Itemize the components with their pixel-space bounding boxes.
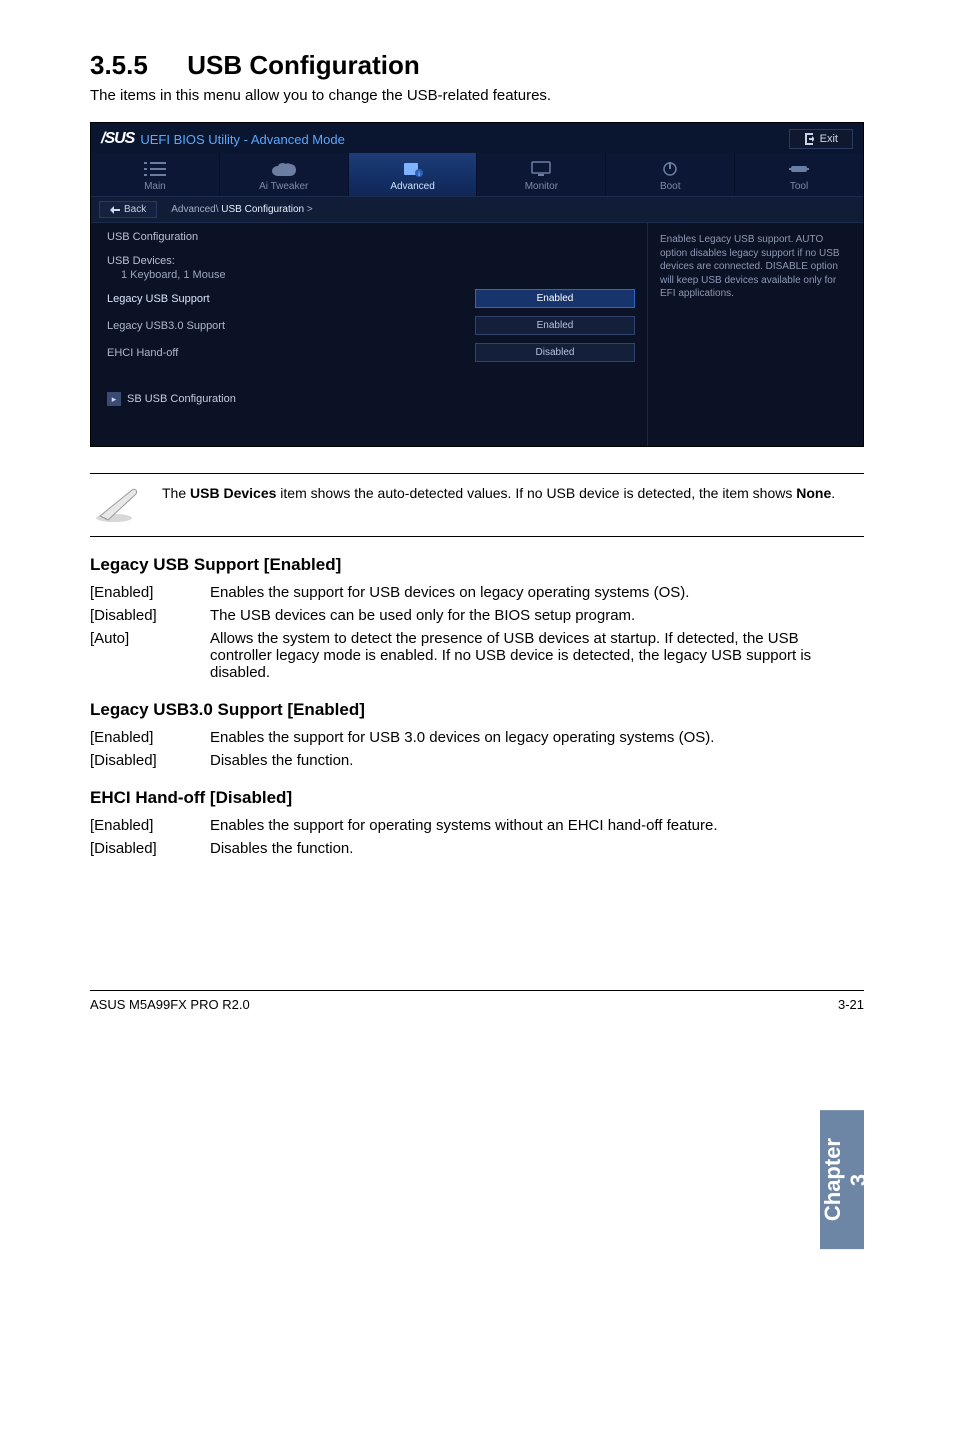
bios-screenshot: /SUS UEFI BIOS Utility - Advanced Mode E… <box>90 122 864 447</box>
back-arrow-icon <box>110 206 120 214</box>
t-enabled-2: Enables the support for USB 3.0 devices … <box>210 726 864 749</box>
bios-logo: /SUS UEFI BIOS Utility - Advanced Mode <box>101 130 345 148</box>
ehci-value[interactable]: Disabled <box>475 343 635 362</box>
crumb-suffix: > <box>304 204 313 215</box>
row-legacy-usb3[interactable]: Legacy USB3.0 Support Enabled <box>107 316 635 335</box>
power-icon <box>606 159 734 179</box>
heading-ehci: EHCI Hand-off [Disabled] <box>90 788 864 808</box>
tab-tool-label: Tool <box>735 181 863 192</box>
chapter-tab: Chapter 3 <box>820 1110 864 1249</box>
k-disabled-3: [Disabled] <box>90 837 210 860</box>
k-auto-1: [Auto] <box>90 627 210 684</box>
tab-advanced[interactable]: i Advanced <box>349 153 478 196</box>
asus-logo-text: /SUS <box>101 130 134 148</box>
section-heading: 3.5.5 USB Configuration <box>90 50 864 81</box>
usb-devices-value: 1 Keyboard, 1 Mouse <box>121 269 635 281</box>
row-legacy-usb[interactable]: Legacy USB Support Enabled <box>107 289 635 308</box>
breadcrumb: Advanced\ USB Configuration > <box>171 204 313 215</box>
tab-boot-label: Boot <box>606 181 734 192</box>
bios-body: USB Configuration USB Devices: 1 Keyboar… <box>91 223 863 446</box>
tab-monitor-label: Monitor <box>477 181 605 192</box>
chevron-right-icon: ▸ <box>107 392 121 406</box>
legacy-usb3-label: Legacy USB3.0 Support <box>107 320 475 332</box>
section-title-text: USB Configuration <box>187 50 420 80</box>
row-ehci[interactable]: EHCI Hand-off Disabled <box>107 343 635 362</box>
t-enabled-1: Enables the support for USB devices on l… <box>210 581 864 604</box>
sb-usb-label: SB USB Configuration <box>127 393 236 405</box>
legacy-usb3-value[interactable]: Enabled <box>475 316 635 335</box>
heading-legacy-usb3: Legacy USB3.0 Support [Enabled] <box>90 700 864 720</box>
heading-legacy-usb: Legacy USB Support [Enabled] <box>90 555 864 575</box>
bios-utility-title: UEFI BIOS Utility - Advanced Mode <box>140 132 344 147</box>
page-footer: ASUS M5A99FX PRO R2.0 3-21 <box>90 990 864 1012</box>
t-disabled-1: The USB devices can be used only for the… <box>210 604 864 627</box>
section-number: 3.5.5 <box>90 50 180 81</box>
footer-left: ASUS M5A99FX PRO R2.0 <box>90 997 250 1012</box>
tab-main[interactable]: Main <box>91 153 220 196</box>
k-enabled-2: [Enabled] <box>90 726 210 749</box>
tab-advanced-label: Advanced <box>349 181 477 192</box>
tab-tool[interactable]: Tool <box>735 153 863 196</box>
deflist-legacy3: [Enabled]Enables the support for USB 3.0… <box>90 726 864 772</box>
group-title: USB Configuration <box>107 231 635 243</box>
t-disabled-3: Disables the function. <box>210 837 864 860</box>
legacy-usb-value[interactable]: Enabled <box>475 289 635 308</box>
sb-usb-config-link[interactable]: ▸ SB USB Configuration <box>107 392 635 406</box>
ehci-label: EHCI Hand-off <box>107 347 475 359</box>
back-label: Back <box>124 204 146 215</box>
tab-monitor[interactable]: Monitor <box>477 153 606 196</box>
tab-ai-label: Ai Tweaker <box>220 181 348 192</box>
note-box: The USB Devices item shows the auto-dete… <box>90 473 864 537</box>
k-disabled-2: [Disabled] <box>90 749 210 772</box>
k-enabled-1: [Enabled] <box>90 581 210 604</box>
tab-boot[interactable]: Boot <box>606 153 735 196</box>
note-text: The USB Devices item shows the auto-dete… <box>162 484 835 503</box>
k-disabled-1: [Disabled] <box>90 604 210 627</box>
t-enabled-3: Enables the support for operating system… <box>210 814 864 837</box>
back-button[interactable]: Back <box>99 201 157 218</box>
help-text: Enables Legacy USB support. AUTO option … <box>660 234 840 299</box>
deflist-legacy: [Enabled]Enables the support for USB dev… <box>90 581 864 684</box>
cloud-icon <box>220 159 348 179</box>
tool-icon <box>735 159 863 179</box>
exit-label: Exit <box>820 133 838 145</box>
monitor-icon <box>477 159 605 179</box>
bios-left-pane: USB Configuration USB Devices: 1 Keyboar… <box>91 223 648 446</box>
crumb-prefix: Advanced\ <box>171 204 221 215</box>
chip-info-icon: i <box>349 159 477 179</box>
exit-button[interactable]: Exit <box>789 129 853 149</box>
list-icon <box>91 159 219 179</box>
svg-text:i: i <box>418 172 419 177</box>
breadcrumb-bar: Back Advanced\ USB Configuration > <box>91 196 863 223</box>
usb-devices-label: USB Devices: <box>107 255 635 267</box>
bios-help-pane: Enables Legacy USB support. AUTO option … <box>648 223 863 446</box>
pen-note-icon <box>94 484 142 524</box>
bios-tabs: Main Ai Tweaker i Advanced Monitor <box>91 153 863 196</box>
t-disabled-2: Disables the function. <box>210 749 864 772</box>
deflist-ehci: [Enabled]Enables the support for operati… <box>90 814 864 860</box>
footer-right: 3-21 <box>838 997 864 1012</box>
tab-main-label: Main <box>91 181 219 192</box>
tab-ai-tweaker[interactable]: Ai Tweaker <box>220 153 349 196</box>
k-enabled-3: [Enabled] <box>90 814 210 837</box>
legacy-usb-label: Legacy USB Support <box>107 293 475 305</box>
crumb-current: USB Configuration <box>221 204 304 215</box>
lead-paragraph: The items in this menu allow you to chan… <box>90 87 864 104</box>
bios-titlebar: /SUS UEFI BIOS Utility - Advanced Mode E… <box>91 123 863 153</box>
exit-icon <box>804 133 814 145</box>
t-auto-1: Allows the system to detect the presence… <box>210 627 864 684</box>
